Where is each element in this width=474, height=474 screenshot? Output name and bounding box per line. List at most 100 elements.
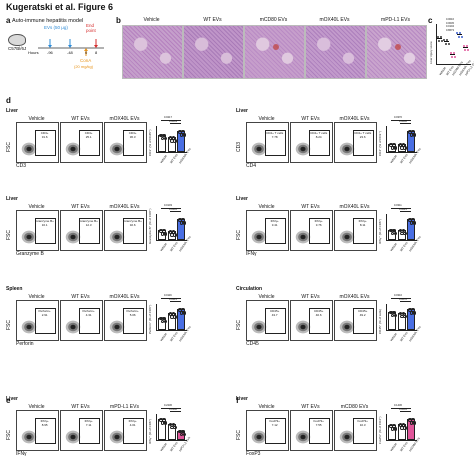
contour-density	[339, 320, 355, 334]
gate-value: 2.91	[41, 312, 48, 317]
gate-label: IFNγ+	[40, 418, 49, 423]
x-category: Vehicle	[159, 242, 168, 253]
mean-line	[437, 38, 442, 40]
gate-value: 12.3	[85, 222, 92, 227]
facs-plot: Perforin+ 4.31	[60, 300, 103, 341]
histology-label: WT EVs	[203, 17, 222, 23]
bar-axes	[386, 214, 417, 241]
data-point	[173, 315, 177, 319]
data-point	[163, 231, 168, 236]
gate-box	[35, 218, 56, 245]
sig-bracket	[400, 301, 411, 302]
tissue-label: Liver	[6, 108, 18, 114]
facs-plot: IFNγ+ 7.11	[60, 410, 103, 451]
gate-value: 8.24	[315, 134, 322, 139]
bar-axes	[156, 414, 187, 441]
gate-value: 40.6	[315, 312, 322, 317]
y-axis-label: FSC	[6, 430, 12, 440]
condition-label: mOX40L EVs	[109, 294, 140, 300]
condition-label: WT EVs	[71, 404, 90, 410]
condition-label: mOX40L EVs	[339, 204, 370, 210]
sig-bracket	[161, 120, 181, 121]
data-point	[403, 314, 407, 319]
x-category: WT EVs	[398, 241, 409, 253]
data-point	[444, 42, 447, 45]
gate-label: Granzyme B+	[79, 218, 98, 223]
data-point	[173, 425, 177, 430]
x-category: WT EVs	[168, 241, 179, 253]
gate-box	[309, 130, 330, 157]
bar-axes	[156, 126, 187, 153]
y-axis-label: FSC	[6, 320, 12, 330]
x-category: WT EVs	[168, 331, 179, 343]
condition-label: WT EVs	[301, 404, 320, 410]
gate-value: 16.1	[41, 222, 48, 227]
gate-label: FoxP3+	[357, 418, 368, 423]
gate-label: CD4+ T cells	[266, 130, 284, 135]
gate-box	[35, 130, 56, 157]
facs-plot: Granzyme B+ 16.1	[16, 210, 59, 251]
facs-plot: Perforin+ 5.06	[104, 300, 147, 341]
panel-c-axes	[436, 24, 471, 65]
mean-line	[450, 54, 455, 56]
y-axis-label: FSC	[6, 230, 12, 240]
tissue-label: Liver	[236, 196, 248, 202]
data-point	[412, 311, 417, 315]
contour-density	[21, 320, 37, 334]
gate-value: 3.76	[315, 222, 322, 227]
p-value: 0.0205	[169, 207, 177, 211]
p-value: 0.0030	[399, 119, 407, 123]
contour-density	[251, 230, 267, 244]
gate-label: CD45+	[269, 308, 280, 313]
histology-label: mOX40L EVs	[319, 17, 350, 23]
p-value: 0.0063	[169, 119, 177, 123]
p-value: 0.0217	[164, 116, 172, 119]
y-axis-label: FSC	[236, 320, 242, 330]
x-axis-label: IFNγ	[246, 251, 257, 257]
gate-value: 36.3	[129, 134, 136, 139]
gate-box	[35, 308, 56, 335]
contour-density	[295, 230, 311, 244]
gate-box	[353, 130, 374, 157]
p-value: 0.0215	[169, 297, 177, 301]
facs-plot: IFNγ+ 3.76	[290, 210, 333, 251]
data-point	[456, 31, 459, 34]
histology-image	[244, 25, 305, 79]
gate-label: Perforin+	[126, 308, 139, 313]
gate-box	[265, 308, 286, 335]
condition-label: WT EVs	[301, 294, 320, 300]
bar-ylabel: IFNγ⁺ (% of CD8⁺)	[378, 218, 382, 244]
data-point	[464, 49, 467, 52]
gate-value: 25.1	[85, 134, 92, 139]
contour-density	[339, 430, 355, 444]
contour-density	[21, 142, 37, 156]
contour-density	[251, 142, 267, 156]
bar-ylabel: CD4⁺ (% of CD3⁺)	[378, 131, 382, 156]
y-axis-label: FSC	[236, 430, 242, 440]
necrosis-area	[273, 44, 279, 50]
condition-label: WT EVs	[301, 204, 320, 210]
hours-label: Hours	[28, 50, 39, 55]
gate-box	[309, 418, 330, 445]
gate-value: 7.12	[271, 422, 278, 427]
facs-plot: CD4+ T cells 8.24	[290, 122, 333, 163]
x-category: WT EVs	[168, 441, 179, 453]
condition-label: Vehicle	[258, 404, 275, 410]
data-point	[182, 221, 187, 225]
contour-density	[295, 320, 311, 334]
endpoint-arrowhead	[94, 45, 98, 48]
sig-bracket	[161, 408, 181, 409]
data-point	[163, 421, 168, 425]
x-category: Vehicle	[389, 332, 398, 343]
x-axis-label: Granzyme B	[16, 251, 44, 257]
y-axis-label: FSC	[6, 142, 12, 152]
gate-box	[123, 308, 144, 335]
facs-plot: CD4+ T cells 7.78	[246, 122, 289, 163]
panel-a-letter: a	[6, 16, 11, 25]
gate-box	[79, 418, 100, 445]
p-value: 0.0310	[394, 294, 402, 297]
contour-density	[109, 430, 125, 444]
tissue-label: Circulation	[236, 286, 263, 292]
x-category: WT EVs	[168, 153, 179, 165]
x-axis-label: CD45	[246, 341, 259, 347]
